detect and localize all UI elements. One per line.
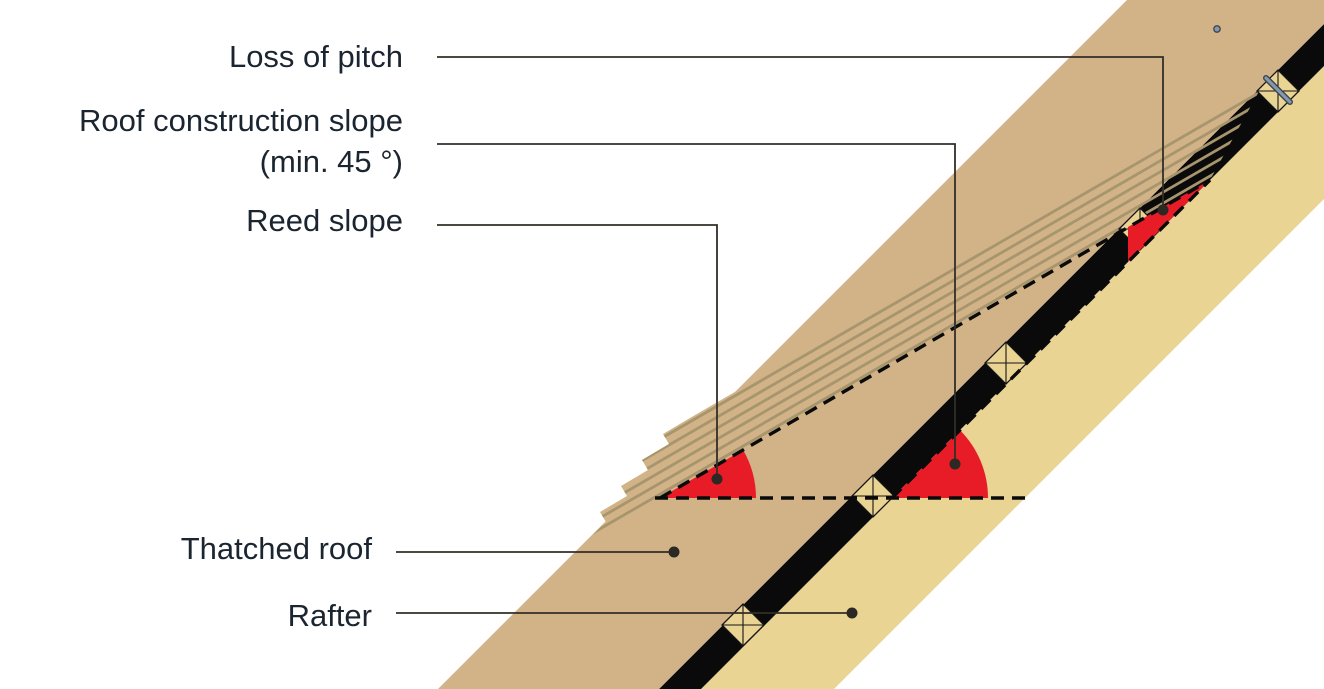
label-reed-slope: Reed slope [246, 203, 403, 238]
batten-screw [1263, 75, 1293, 105]
reed-stripe [585, 122, 1262, 542]
loss-of-pitch-leader [437, 56, 1164, 210]
loss-of-pitch-leader-dot [1157, 204, 1169, 216]
label-roof-construction-slope-line2: (min. 45 °) [259, 144, 403, 179]
reed-layer-stripes [585, 86, 1262, 542]
thatched-roof-leader-dot [668, 546, 680, 558]
reed-slope-line-dashed [659, 178, 1211, 500]
leader-lines [396, 56, 1169, 619]
battens [721, 25, 1300, 647]
construction-slope-leader [437, 143, 956, 464]
reed-stripe [585, 86, 1262, 499]
reed-stripe [585, 100, 1262, 532]
label-rafter: Rafter [287, 598, 372, 633]
batten [851, 474, 895, 518]
screw-head-icon [1213, 25, 1221, 33]
construction-slope-line-dashed [890, 178, 1212, 500]
construction-slope-angle-marker [892, 430, 988, 498]
reed-stripe [585, 89, 1262, 521]
reed-slope-leader-dot [711, 473, 723, 485]
reed-stripe [585, 86, 1262, 510]
label-roof-construction-slope-line1: Roof construction slope [79, 103, 403, 138]
batten [721, 603, 765, 647]
reed-stripe [585, 111, 1262, 542]
label-thatched-roof: Thatched roof [180, 531, 372, 566]
rafter-leader-dot [846, 607, 858, 619]
label-loss-of-pitch: Loss of pitch [228, 39, 403, 74]
reed-slope-leader [437, 224, 718, 479]
label-roof-construction-slope: Roof construction slope (min. 45 °) [79, 100, 403, 182]
construction-slope-leader-dot [949, 458, 961, 470]
